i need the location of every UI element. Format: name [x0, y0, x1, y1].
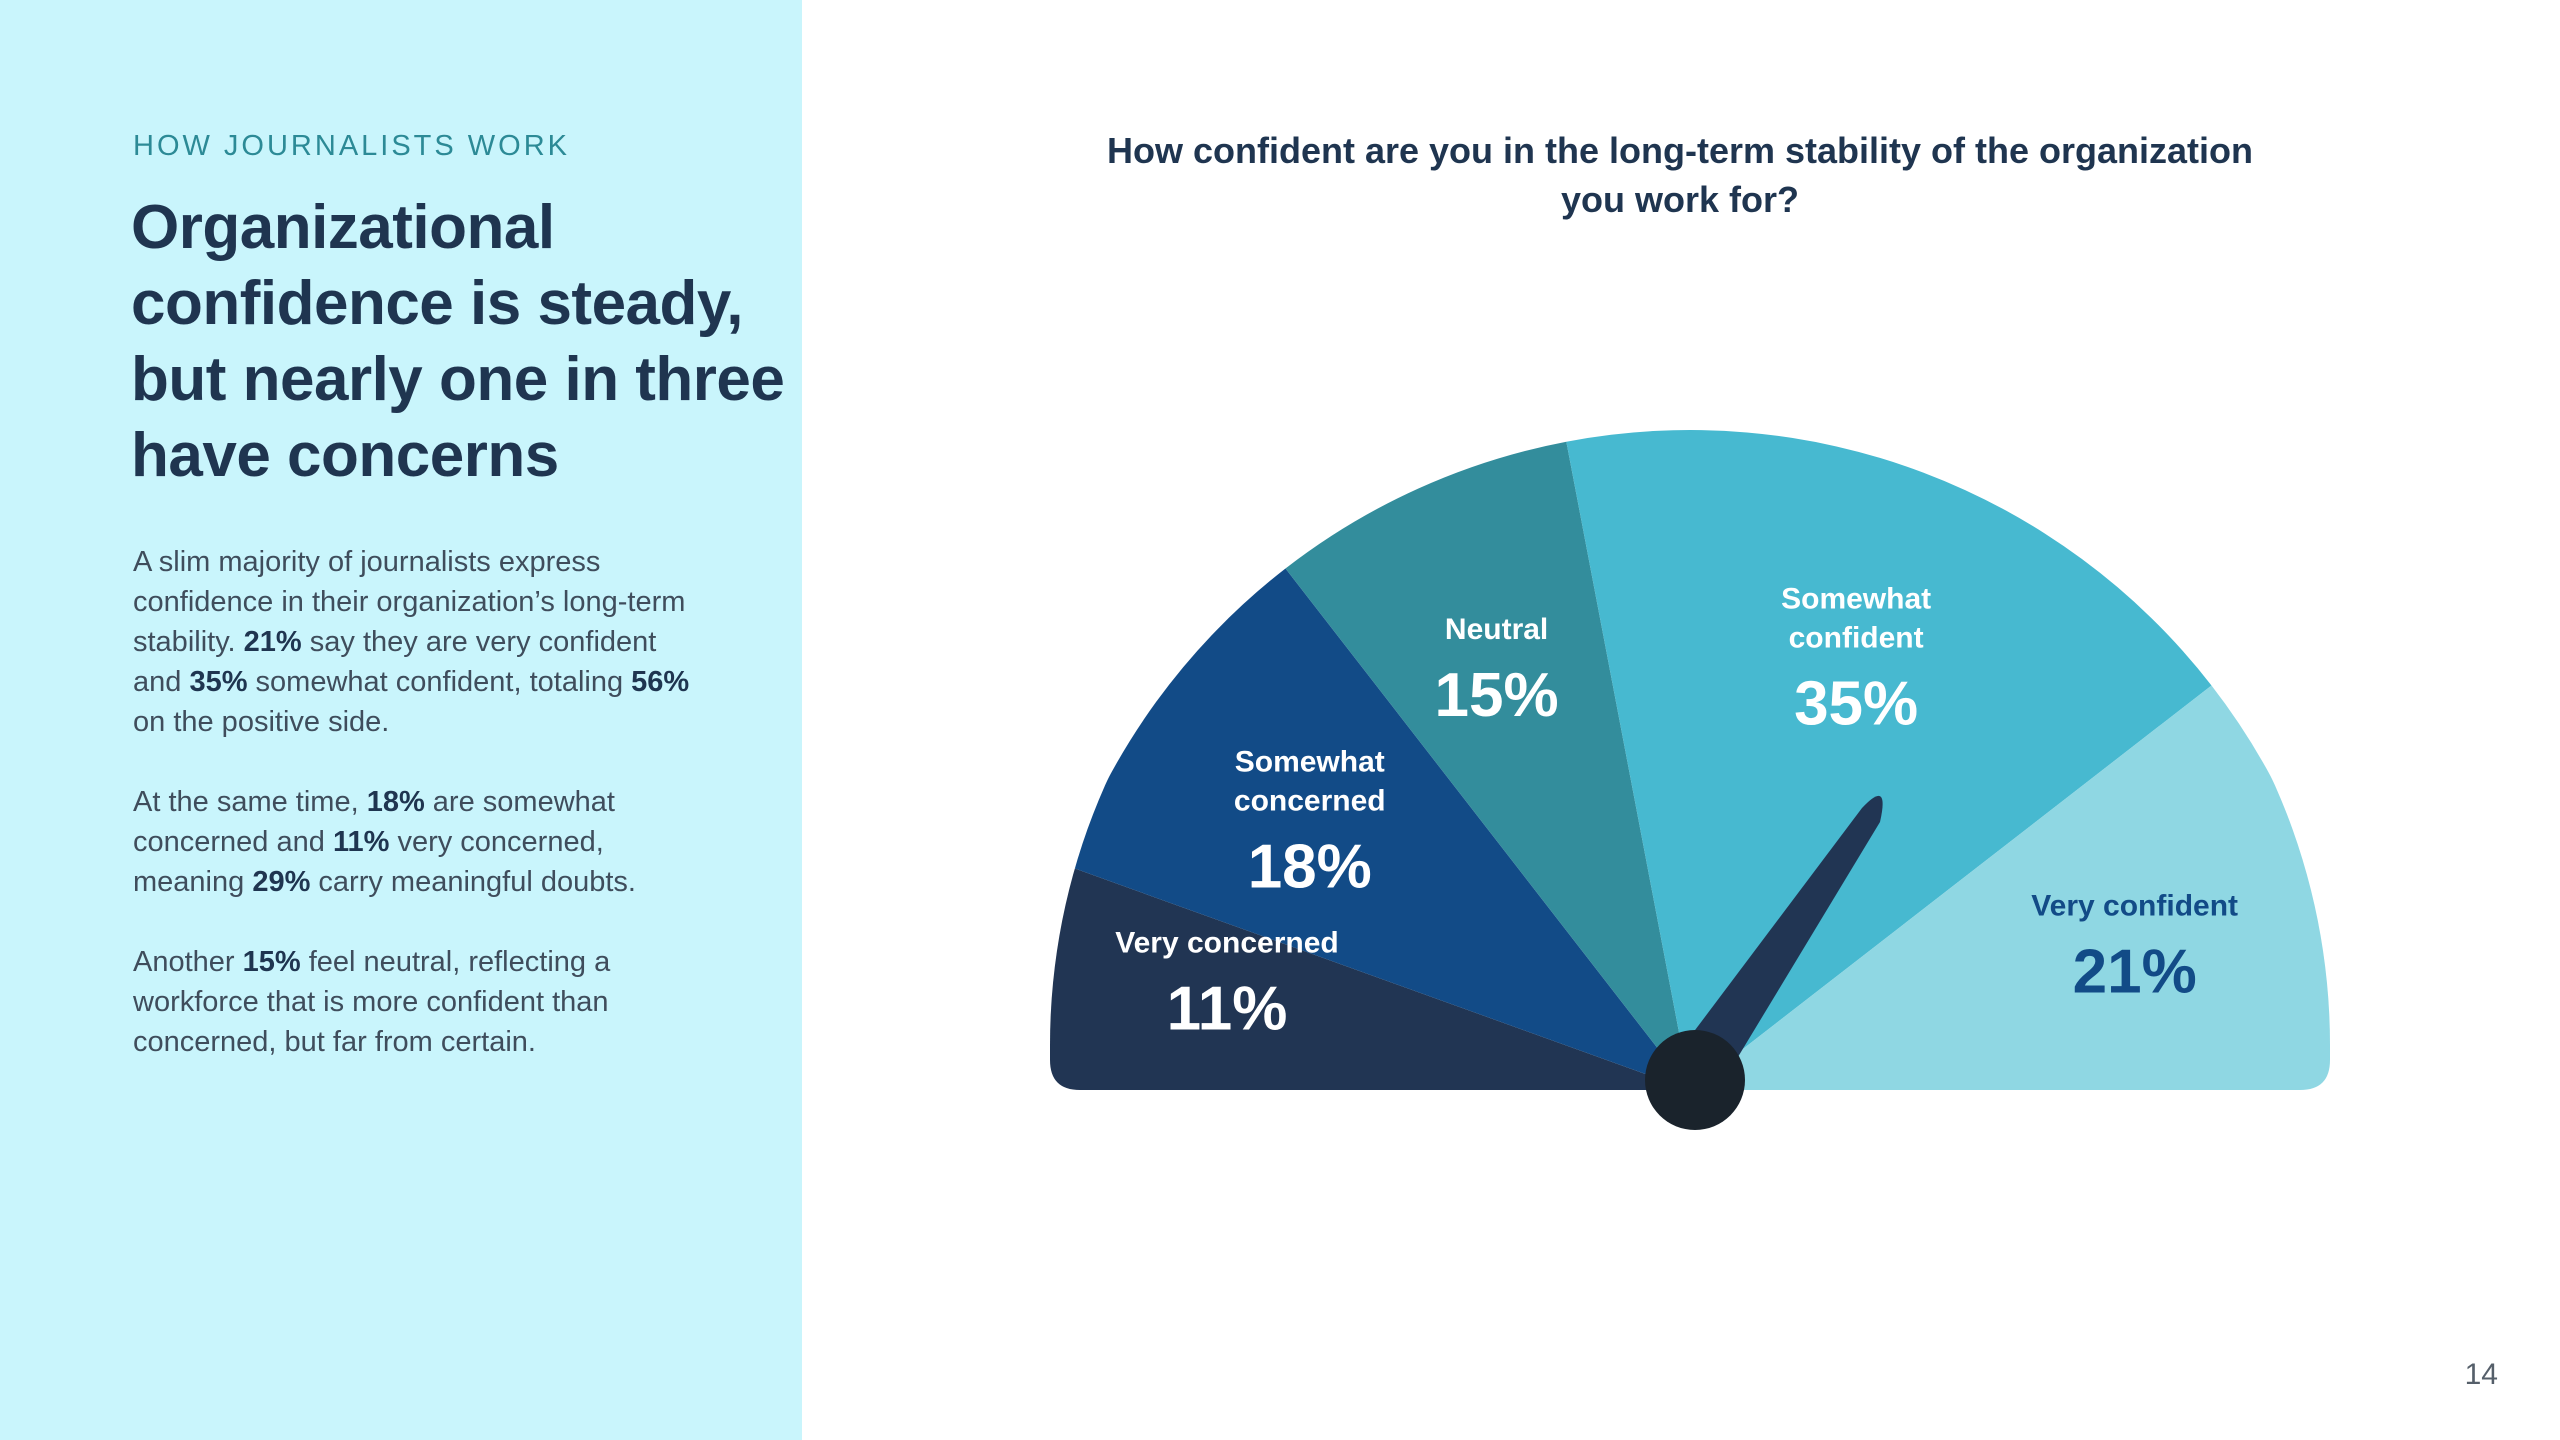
- gauge-value-label: 18%: [1248, 833, 1372, 902]
- highlight-stat: 29%: [252, 866, 311, 898]
- body-text-run: very concerned, meaning: [133, 826, 604, 898]
- left-panel: HOW JOURNALISTS WORK Organizational conf…: [0, 0, 802, 1440]
- highlight-stat: 11%: [332, 826, 390, 858]
- highlight-stat: 35%: [189, 666, 248, 698]
- body-paragraph-2: At the same time, 18% are somewhat conce…: [133, 782, 693, 902]
- body-text-run: are somewhat concerned and: [133, 786, 615, 858]
- gauge-category-label: confident: [1789, 621, 1924, 654]
- gauge-labels: Very concerned 11% Somewhat concerned 18% Neu…: [1115, 582, 2238, 1043]
- gauge-value-label: 15%: [1435, 661, 1559, 730]
- body-text-run: feel neutral, reflecting a workforce tha…: [133, 946, 611, 1058]
- gauge-needle: [1650, 795, 1883, 1090]
- body-text-run: Another: [133, 946, 243, 978]
- gauge-category-label: concerned: [1234, 785, 1386, 818]
- gauge-slice-very-concerned: [1050, 866, 1690, 1090]
- gauge-slice-somewhat-concerned: [1069, 568, 1690, 1090]
- section-eyebrow: HOW JOURNALISTS WORK: [133, 130, 571, 162]
- gauge-value-label: 35%: [1794, 669, 1918, 738]
- gauge-category-label: Somewhat: [1235, 746, 1385, 779]
- body-text-run: A slim majority of journalists express c…: [133, 546, 686, 658]
- body-text-run: say they are very confident and: [133, 626, 657, 698]
- gauge-hub: [1645, 1030, 1745, 1130]
- page-headline: Organizational confidence is steady, but…: [131, 193, 785, 490]
- gauge-value-label: 21%: [2073, 937, 2197, 1006]
- body-text-run: At the same time,: [133, 786, 367, 818]
- gauge-slice-somewhat-confident: [1566, 430, 2212, 1090]
- gauge-slices: [1050, 430, 2330, 1090]
- gauge-slice-neutral: [1285, 441, 1690, 1090]
- highlight-stat: 15%: [242, 946, 301, 978]
- gauge-category-label: Very concerned: [1115, 927, 1338, 960]
- gauge-category-label: Somewhat: [1781, 582, 1931, 615]
- gauge-category-label: Neutral: [1445, 613, 1548, 646]
- highlight-stat: 21%: [243, 626, 302, 658]
- highlight-stat: 18%: [366, 786, 425, 818]
- highlight-stat: 56%: [631, 666, 690, 698]
- chart-title: How confident are you in the long-term s…: [1106, 130, 2254, 220]
- body-text-run: carry meaningful doubts.: [310, 866, 636, 898]
- body-paragraph-1: A slim majority of journalists express c…: [133, 542, 693, 742]
- gauge-slice-very-confident: [1690, 685, 2330, 1090]
- body-text-run: on the positive side.: [133, 706, 390, 738]
- gauge-value-label: 11%: [1167, 975, 1288, 1044]
- gauge-category-label: Very confident: [2031, 889, 2238, 922]
- body-paragraph-3: Another 15% feel neutral, reflecting a w…: [133, 942, 693, 1062]
- page-number: 14: [2464, 1358, 2498, 1391]
- body-text-run: somewhat confident, totaling: [247, 666, 632, 698]
